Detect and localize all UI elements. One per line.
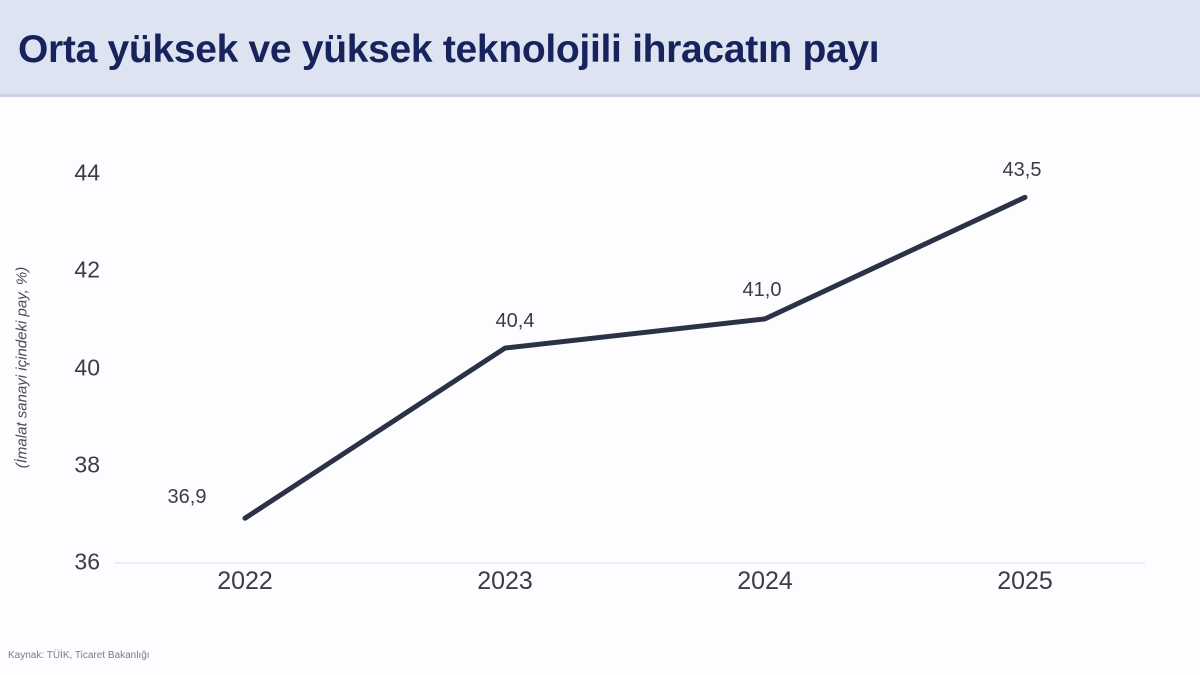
data-label-2023: 40,4 bbox=[495, 310, 535, 333]
series-line bbox=[242, 194, 1028, 521]
title-band: Orta yüksek ve yüksek teknolojili ihraca… bbox=[0, 0, 1200, 97]
data-label-2024: 41,0 bbox=[742, 278, 782, 301]
line-chart: (İmalat sanayi içindeki pay, %) 44 42 40 38… bbox=[0, 97, 1200, 675]
page-title: Orta yüksek ve yüksek teknolojili ihraca… bbox=[18, 28, 880, 71]
y-axis-tick-38: 38 bbox=[74, 451, 100, 478]
plot-area: (İmalat sanayi içindeki pay, %) 44 42 40 38… bbox=[0, 97, 1200, 675]
y-axis-tick-44: 44 bbox=[74, 159, 100, 186]
y-axis-tick-labels: 44 42 40 38 36 bbox=[40, 97, 100, 675]
data-label-2022: 36,9 bbox=[167, 486, 207, 509]
y-axis-tick-42: 42 bbox=[74, 256, 100, 283]
source-note: Kaynak: TÜİK, Ticaret Bakanlığı bbox=[8, 650, 150, 661]
x-axis-tick-2025: 2025 bbox=[997, 567, 1053, 595]
x-axis-tick-2023: 2023 bbox=[477, 567, 533, 595]
series-polyline bbox=[242, 194, 1028, 521]
y-axis-tick-36: 36 bbox=[74, 548, 100, 575]
y-axis-tick-40: 40 bbox=[74, 354, 100, 380]
data-label-2025: 43,5 bbox=[1002, 159, 1042, 182]
x-axis-tick-2022: 2022 bbox=[217, 567, 273, 595]
x-axis-baseline bbox=[115, 562, 1145, 564]
x-axis-tick-2024: 2024 bbox=[737, 567, 793, 595]
